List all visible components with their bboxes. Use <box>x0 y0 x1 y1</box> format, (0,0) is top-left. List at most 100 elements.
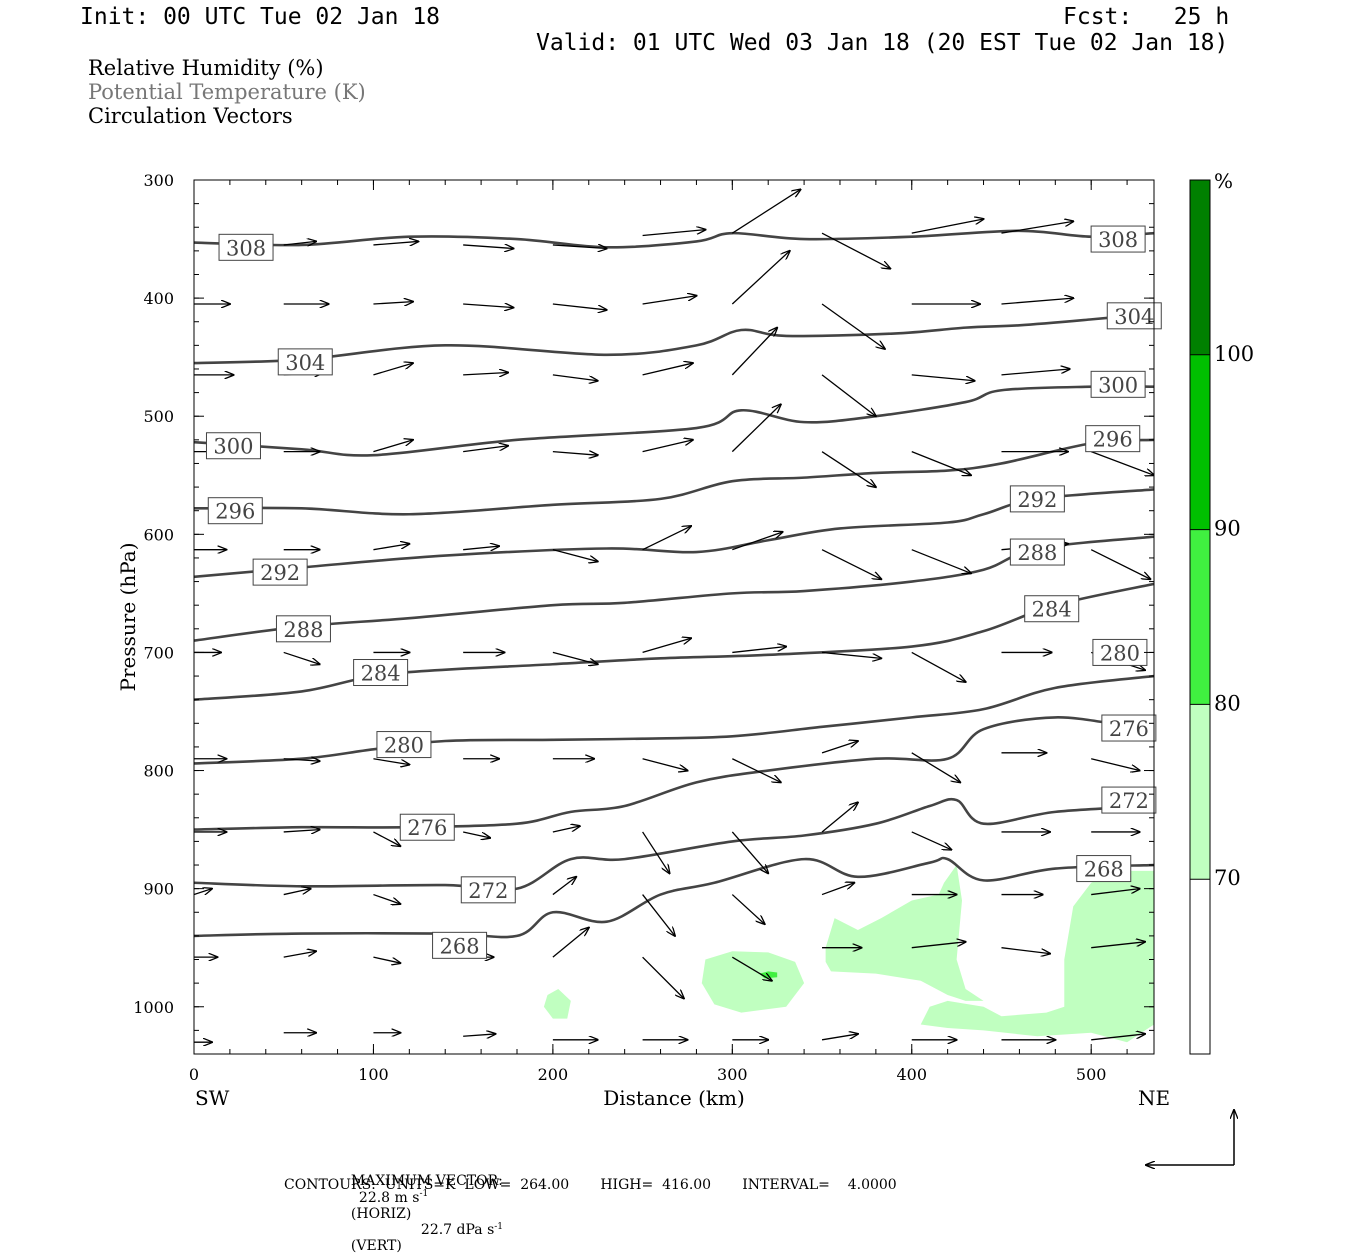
contours-line: CONTOURS: UNITS=K LOW= 264.00 HIGH= 416.… <box>284 1177 897 1193</box>
theta-label-304-0: 304 <box>277 348 333 376</box>
circulation-vector <box>373 758 409 765</box>
theta-contour-280 <box>194 674 1154 765</box>
colorbar-label: 90 <box>1214 517 1241 541</box>
theta-contour-284 <box>194 582 1154 701</box>
circulation-vector <box>821 303 885 349</box>
svg-text:304: 304 <box>1114 305 1154 329</box>
svg-text:292: 292 <box>260 561 300 585</box>
x-tick-label: 200 <box>538 1065 569 1084</box>
circulation-vector <box>1001 947 1049 954</box>
svg-text:272: 272 <box>468 879 508 903</box>
circulation-vector <box>821 802 858 833</box>
circulation-vector <box>1001 369 1069 376</box>
colorbar-band <box>1190 180 1210 355</box>
circulation-vector <box>911 451 971 476</box>
circulation-vector <box>821 451 876 487</box>
colorbar-label: 100 <box>1214 342 1254 366</box>
svg-text:284: 284 <box>361 662 401 686</box>
circulation-vector <box>283 759 320 761</box>
circulation-vector <box>732 532 782 551</box>
circulation-vector <box>463 446 508 453</box>
circulation-vector <box>283 830 320 832</box>
theta-label-296-1: 296 <box>1085 425 1141 453</box>
rh-region-0 <box>543 989 571 1019</box>
svg-text:268: 268 <box>440 934 480 958</box>
svg-text:308: 308 <box>1098 228 1138 252</box>
theta-label-292-1: 292 <box>1009 485 1065 513</box>
theta-contour-276 <box>194 716 1154 831</box>
circulation-vector <box>283 241 316 245</box>
svg-text:268: 268 <box>1084 858 1124 882</box>
svg-text:308: 308 <box>226 236 266 260</box>
circulation-vector <box>1091 1034 1145 1041</box>
circulation-vector <box>911 752 960 783</box>
colorbar-unit: % <box>1214 169 1233 193</box>
theta-label-296-0: 296 <box>207 497 263 525</box>
circulation-vector <box>911 219 984 234</box>
circulation-vector <box>552 826 580 833</box>
theta-label-284-1: 284 <box>1024 595 1080 623</box>
theta-label-272-1: 272 <box>1101 786 1157 814</box>
circulation-vector <box>911 942 966 949</box>
circulation-vector <box>373 544 409 551</box>
circulation-vector <box>283 951 316 958</box>
circulation-vector <box>373 363 412 376</box>
x-tick-label: 0 <box>189 1065 199 1084</box>
theta-label-284-0: 284 <box>353 659 409 687</box>
circulation-vector <box>1091 889 1139 896</box>
y-tick-label: 700 <box>143 643 174 662</box>
x-tick-label: 400 <box>896 1065 927 1084</box>
reference-vector <box>1146 1110 1234 1165</box>
y-tick-label: 300 <box>143 171 174 190</box>
rh-region-3 <box>825 865 984 1001</box>
circulation-vector <box>731 251 789 305</box>
x-axis-title: Distance (km) <box>603 1086 745 1110</box>
svg-text:288: 288 <box>1017 541 1057 565</box>
circulation-vector <box>194 889 212 895</box>
circulation-vector <box>373 831 400 846</box>
theta-label-304-1: 304 <box>1106 302 1162 330</box>
cross-section-chart: 308 308 304 304 300 300 296 296 292 292 288 288 284 2… <box>116 169 1254 1200</box>
circulation-vector <box>1001 221 1073 234</box>
circulation-vector <box>911 374 975 381</box>
colorbar-frame <box>1189 179 1211 1055</box>
forecast-hour: Fcst: 25 h <box>1063 4 1230 30</box>
circulation-vector <box>373 893 400 904</box>
y-tick-label: 900 <box>143 880 174 899</box>
circulation-vector <box>911 651 966 682</box>
circulation-vector <box>821 232 890 268</box>
theta-label-308-1: 308 <box>1090 225 1146 253</box>
circulation-vector <box>642 363 693 376</box>
circulation-vector <box>552 877 576 896</box>
theta-label-280-0: 280 <box>376 731 432 759</box>
circulation-vector <box>642 638 691 654</box>
svg-text:284: 284 <box>1032 598 1072 622</box>
circulation-vector <box>463 546 499 550</box>
circulation-vector <box>552 374 598 381</box>
rh-region-4 <box>920 870 1154 1043</box>
theta-label-288-0: 288 <box>275 615 331 643</box>
circulation-vector <box>821 1034 858 1041</box>
circulation-vector <box>642 440 693 453</box>
circulation-vector <box>463 245 513 249</box>
circulation-vector <box>642 296 697 305</box>
colorbar-band <box>1190 704 1210 880</box>
circulation-vector <box>1091 758 1139 771</box>
x-tick-label: 300 <box>717 1065 748 1084</box>
svg-text:280: 280 <box>1100 641 1140 665</box>
circulation-vector <box>731 894 764 925</box>
theta-contour-308 <box>194 229 1154 249</box>
circulation-vector <box>821 741 858 754</box>
theta-contour-268 <box>194 856 1154 939</box>
colorbar-band <box>1190 879 1210 1054</box>
circulation-vector <box>911 549 971 574</box>
vert-tag: (VERT) <box>350 1238 402 1254</box>
y-axis-title: Pressure (hPa) <box>116 543 140 692</box>
max-vector-label: MAXIMUM VECTOR: <box>350 1173 503 1189</box>
circulation-vector <box>642 758 688 771</box>
circulation-vector <box>373 956 400 963</box>
circulation-vector <box>283 889 311 896</box>
svg-text:304: 304 <box>285 351 325 375</box>
horiz-tag: (HORIZ) <box>350 1205 412 1222</box>
circulation-vector <box>552 303 607 310</box>
